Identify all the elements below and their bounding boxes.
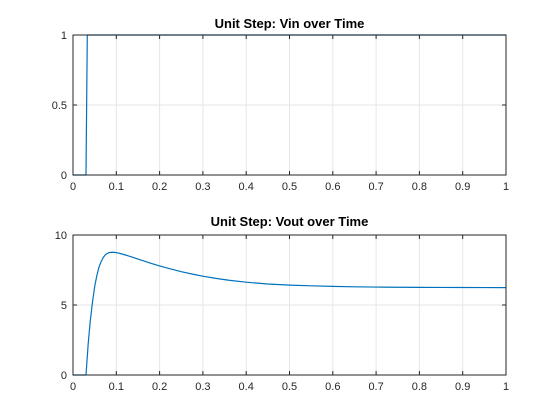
vin-ticks: 0 0.1 0.2 0.3 0.4 0.5 0.6 0.7 0.8 0.9 1 0 0.5 1 bbox=[52, 30, 509, 193]
vout-xtick-label: 0 bbox=[70, 381, 76, 393]
vin-xtick-label: 0.3 bbox=[195, 181, 210, 193]
vout-xtick-label: 0.7 bbox=[368, 381, 383, 393]
vin-xtick-label: 0.7 bbox=[368, 181, 383, 193]
vout-ytick-label: 0 bbox=[61, 370, 67, 382]
vin-xtick-label: 0.6 bbox=[325, 181, 340, 193]
vout-xtick-label: 0.1 bbox=[109, 381, 124, 393]
vin-ytick-label: 0.5 bbox=[52, 100, 67, 112]
vout-ytick-label: 10 bbox=[55, 230, 67, 242]
vin-xtick-label: 0.2 bbox=[152, 181, 167, 193]
vout-xtick-label: 0.3 bbox=[195, 381, 210, 393]
vout-xtick-label: 0.8 bbox=[412, 381, 427, 393]
vin-xtick-label: 0.4 bbox=[239, 181, 254, 193]
vin-xtick-label: 0.1 bbox=[109, 181, 124, 193]
subplot-vin: 0 0.1 0.2 0.3 0.4 0.5 0.6 0.7 0.8 0.9 1 0 0.5 1 Unit … bbox=[52, 16, 509, 193]
vout-series-line bbox=[73, 251, 507, 376]
vin-ytick-label: 1 bbox=[61, 30, 67, 42]
vout-xtick-label: 0.9 bbox=[455, 381, 470, 393]
vout-xtick-label: 0.6 bbox=[325, 381, 340, 393]
vin-xtick-label: 0.9 bbox=[455, 181, 470, 193]
vout-xtick-label: 0.2 bbox=[152, 381, 167, 393]
vin-xtick-label: 1 bbox=[503, 181, 509, 193]
vin-xtick-label: 0.5 bbox=[282, 181, 297, 193]
vin-xtick-label: 0 bbox=[70, 181, 76, 193]
vout-xtick-label: 0.4 bbox=[239, 381, 254, 393]
vout-series bbox=[73, 251, 507, 376]
vin-title: Unit Step: Vin over Time bbox=[215, 16, 365, 31]
vout-ytick-label: 5 bbox=[61, 300, 67, 312]
vin-xtick-label: 0.8 bbox=[412, 181, 427, 193]
vout-title: Unit Step: Vout over Time bbox=[211, 214, 369, 229]
vin-ytick-label: 0 bbox=[61, 170, 67, 182]
vout-xtick-label: 1 bbox=[503, 381, 509, 393]
vout-xtick-label: 0.5 bbox=[282, 381, 297, 393]
